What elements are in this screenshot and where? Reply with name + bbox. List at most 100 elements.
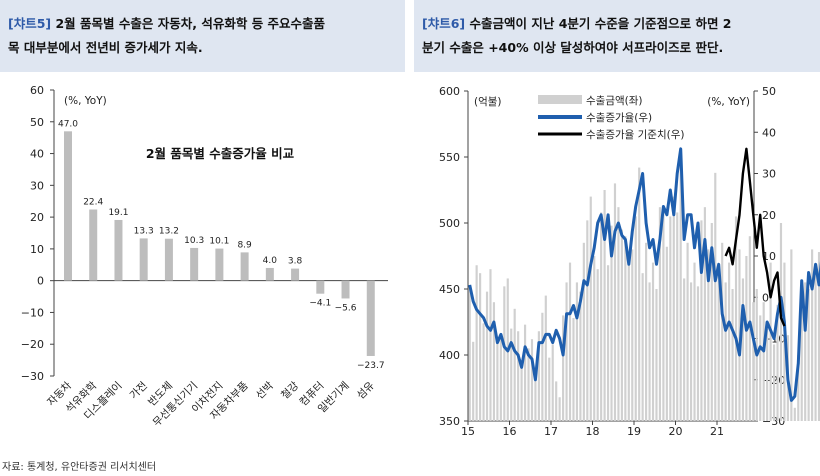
bar [139,238,148,281]
export-amount-bar [648,282,651,421]
export-amount-bar [710,223,713,421]
export-amount-bar [797,355,800,421]
left-header: [챠트5] 2월 품목별 수출은 자동차, 석유화학 등 주요수출품 목 대부분… [0,0,405,72]
export-amount-bar [537,331,540,421]
legend-swatch-amount [538,95,582,104]
export-amount-bar [568,262,572,421]
data-label: 4.0 [263,256,278,266]
x-tick-label: 16 [503,425,517,438]
left-tick-label: 400 [439,349,460,362]
export-amount-bar [503,286,506,421]
export-amount-bar [600,212,603,421]
right-tick-label: 20 [762,209,776,222]
export-amount-bar [534,374,537,421]
bar-chart-panel: 60 50 40 30 20 10 0 −10 −20 −30 (%, YoY) 2월 품목별 수출증… [0,78,405,444]
export-amount-bar [558,397,561,421]
y-tick-label: 60 [30,84,44,97]
export-amount-bar [645,242,648,421]
export-amount-bar [658,207,662,421]
export-amount-bar [769,262,772,421]
export-amount-bar [523,324,527,421]
right-tick-label: 30 [762,168,776,181]
export-amount-bar [475,265,478,421]
left-tick-label: 550 [439,151,460,164]
category-label: 섬유 [355,379,377,401]
export-amount-bar [593,256,596,421]
export-amount-bar [811,249,814,421]
export-amount-bar [696,286,700,421]
export-amount-bar [790,249,793,421]
export-amount-bar [624,236,627,421]
export-amount-bar [517,331,520,421]
y-tick-label: 10 [30,243,44,256]
data-label: 13.2 [159,227,179,237]
export-amount-bar [665,246,668,421]
export-amount-bar [703,207,706,421]
export-amount-bar [655,289,658,421]
export-amount-bar [724,282,727,421]
export-amount-bar [589,196,592,421]
export-amount-bar [634,216,637,421]
export-amount-bar [721,242,724,421]
right-tick-label: 50 [762,85,776,98]
y-tick-label: 20 [30,211,44,224]
bar [316,280,325,294]
y-tick-label: 0 [37,275,44,288]
growth-line [468,147,820,402]
left-tick-label: 500 [439,217,460,230]
export-amount-bar [479,273,482,421]
export-amount-bar [714,172,717,421]
data-label: −4.1 [309,299,331,309]
x-tick-label: 18 [586,425,600,438]
left-header-line2: 목 대부분에서 전년비 증가세가 지속. [8,40,203,55]
export-amount-bar [662,207,665,421]
bar [190,247,199,281]
left-unit-label: (억불) [474,96,502,108]
export-amount-bar [728,262,731,421]
export-amount-bar [651,262,655,421]
export-amount-bar [700,220,703,421]
y-tick-label: −10 [21,306,44,319]
y-tick-label: 50 [30,116,44,129]
export-amount-bar [776,304,779,421]
legend-label-baseline: 수출증가율 기준치(우) [586,129,684,141]
export-amount-bar [817,252,820,421]
export-amount-bar [579,291,582,421]
export-amount-bar [807,289,810,421]
y-tick-label: −20 [21,338,44,351]
export-amount-bar [734,216,738,421]
legend-label-amount: 수출금액(좌) [586,95,643,107]
data-label: 3.8 [288,257,303,267]
bar-chart: 60 50 40 30 20 10 0 −10 −20 −30 (%, YoY) 2월 품목별 수출증… [21,84,388,429]
left-tick-label: 600 [439,85,460,98]
export-amount-bar [620,229,623,421]
export-amount-bar [793,407,796,421]
export-amount-bar [617,207,620,421]
export-amount-bar [766,328,769,421]
export-amount-bar [731,289,734,421]
export-amount-bar [596,269,599,421]
export-amount-bar [551,344,554,421]
export-amount-bar [745,256,748,421]
legend-label-growth: 수출증가율(우) [586,112,652,124]
data-label: 47.0 [58,119,78,129]
export-amount-bar [482,323,485,421]
bar [64,131,72,281]
x-tick-label: 19 [627,425,641,438]
bar [215,248,224,281]
data-label: 13.3 [134,226,154,236]
y-tick-label: 40 [30,148,44,161]
data-label: −5.6 [335,303,357,313]
right-unit-label: (%, YoY) [707,96,750,108]
bar [291,268,300,281]
export-amount-bar [672,196,675,421]
x-tick-label: 17 [544,425,558,438]
data-label: 10.3 [184,236,204,246]
line-chart: 60055050045040035050403020100−10−20−3015… [439,85,820,438]
bar [366,280,375,356]
chart-title: 2월 품목별 수출증가율 비교 [146,146,295,161]
bar [341,280,350,299]
export-amount-bar [513,308,516,421]
export-amount-bar [541,312,544,421]
export-amount-bar [679,154,682,422]
